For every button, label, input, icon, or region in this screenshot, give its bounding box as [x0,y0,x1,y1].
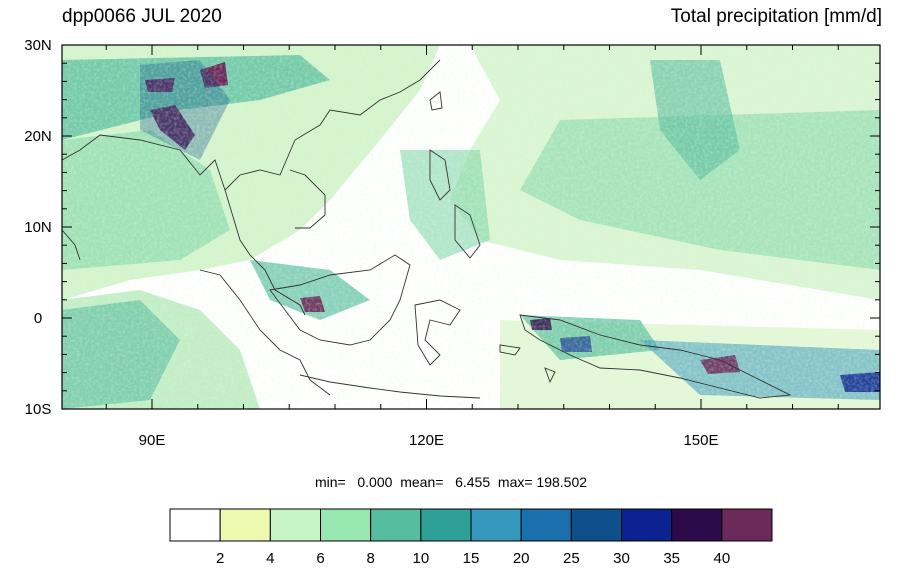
colorbar-tick-label: 20 [513,550,530,567]
colorbar-tick-label: 6 [316,550,324,567]
colorbar-tick-label: 30 [613,550,630,567]
colorbar-swatch [370,508,422,542]
colorbar-swatch [470,508,522,542]
min-value: 0.000 [357,474,401,490]
map-axes: 30N 20N 10N 0 10S 90E 120E 150E [24,37,880,449]
max-value: 198.502 [536,474,588,490]
colorbar-tick-label: 40 [713,550,730,567]
colorbar-swatch [219,508,271,542]
lat-label: 10S [25,401,52,418]
colorbar-tick-label: 10 [412,550,429,567]
colorbar-swatch [269,508,322,542]
lat-label: 10N [24,219,52,236]
colorbar-swatch [420,508,472,542]
colorbar-tick-label: 25 [563,550,580,567]
lon-label: 90E [139,432,166,449]
coastlines [62,59,792,399]
colorbar-swatch [169,508,221,542]
colorbar-swatch [520,508,572,542]
lat-label: 0 [34,310,42,327]
mean-label: mean= [400,474,456,490]
lon-label: 150E [683,432,718,449]
lat-label: 20N [24,128,52,145]
colorbar-tick-label: 2 [216,550,224,567]
lon-label: 120E [409,432,444,449]
colorbar-tick-label: 8 [366,550,374,567]
min-label: min= [314,474,358,490]
colorbar: 2 4 6 8 10 15 20 25 30 35 40 [169,508,773,567]
colorbar-swatch [671,508,723,542]
statistics-line: min= 0.000 mean= 6.455 max= 198.502 [0,474,902,490]
colorbar-tick-label: 4 [266,550,274,567]
max-label: max= [497,474,537,490]
colorbar-tick-label: 15 [463,550,480,567]
lat-label: 30N [24,37,52,54]
map-title: dpp0066 JUL 2020 [62,6,222,27]
precip-field [62,45,880,409]
variable-title: Total precipitation [mm/d] [670,6,882,27]
colorbar-swatch [320,508,372,542]
colorbar-swatch [570,508,622,542]
colorbar-swatch [621,508,673,542]
colorbar-tick-label: 35 [663,550,680,567]
colorbar-swatch [721,508,773,542]
mean-value: 6.455 [455,474,498,490]
